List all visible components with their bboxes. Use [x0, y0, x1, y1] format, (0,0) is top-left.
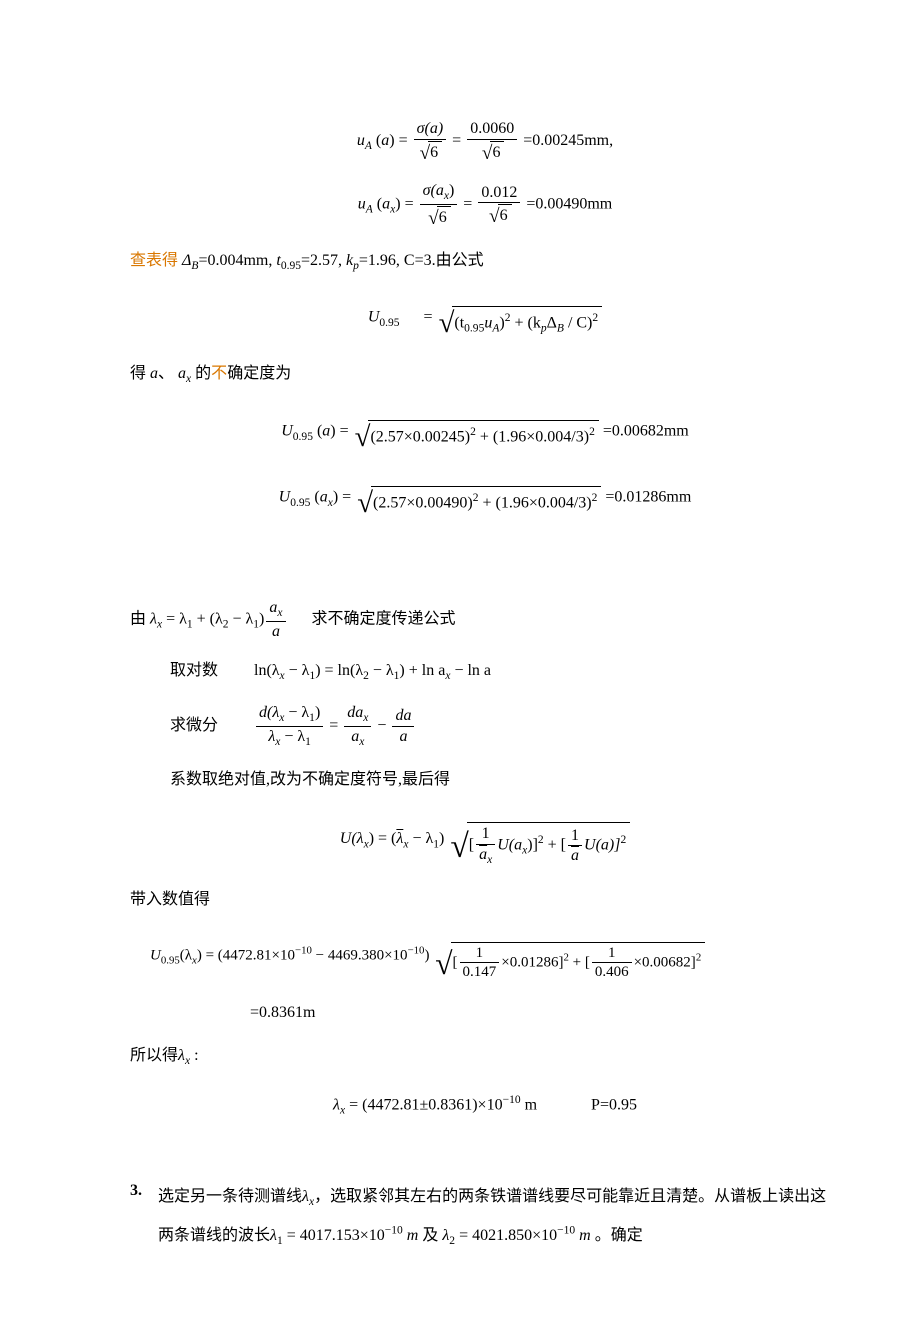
step-logarithm: 取对数 ln(λx − λ1) = ln(λ2 − λ1) + ln ax − … — [170, 658, 840, 686]
item-3: 3. 选定另一条待测谱线λx，选取紧邻其左右的两条铁谱谱线要尽可能靠近且清楚。从… — [130, 1178, 840, 1256]
equation-U095-formula: U0.95 = (t0.95uA)2 + (kpΔB / C)2 — [130, 295, 840, 341]
equation-uA-a: uA (a) = σ(a)6 = 0.00606 =0.00245mm, — [130, 120, 840, 162]
equation-U-lambda: U(λx) = (λx − λ1) [1axU(ax)]2 + [1aU(a)]… — [130, 812, 840, 867]
document-page: uA (a) = σ(a)6 = 0.00606 =0.00245mm, uA … — [0, 0, 920, 1333]
text-propagation-intro: 由 λx = λ1 + (λ2 − λ1)axa 求不确定度传递公式 — [130, 599, 840, 640]
step-absolute: 系数取绝对值,改为不确定度符号,最后得 — [170, 767, 840, 793]
equation-final-result: λx = (4472.81±0.8361)×10−10 m P=0.95 — [130, 1091, 840, 1120]
text-lookup-table: 查表得 ΔB=0.004mm, t0.95=2.57, kp=1.96, C=3… — [130, 248, 840, 276]
equation-numeric-result: =0.8361m — [250, 1000, 840, 1026]
equation-uA-ax: uA (ax) = σ(ax)6 = 0.0126 =0.00490mm — [130, 182, 840, 227]
step-differential: 求微分 d(λx − λ1) λx − λ1 = daxax − daa — [170, 704, 840, 749]
equation-U095-a: U0.95 (a) = (2.57×0.00245)2 + (1.96×0.00… — [130, 409, 840, 455]
equation-U095-ax: U0.95 (ax) = (2.57×0.00490)2 + (1.96×0.0… — [130, 475, 840, 521]
text-uncertainty-intro: 得 a、 ax 的不确定度为 — [130, 361, 840, 389]
text-therefore: 所以得λx : — [130, 1043, 840, 1071]
equation-U095-lambda-numeric: U0.95(λx) = (4472.81×10−10 − 4469.380×10… — [150, 931, 840, 982]
text-substitute: 带入数值得 — [130, 887, 840, 913]
